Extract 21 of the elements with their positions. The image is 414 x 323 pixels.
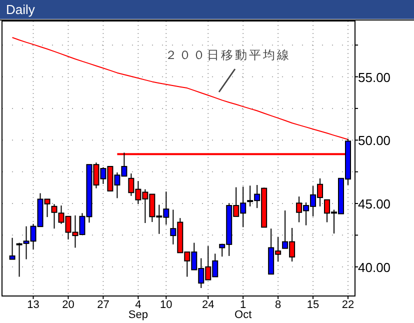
x-tick-label: 27 [97, 299, 110, 311]
y-tick-label: 40.00 [358, 260, 391, 275]
line-series [12, 36, 349, 140]
y-tick-label: 50.00 [358, 133, 391, 148]
text: Sep [128, 309, 148, 321]
x-tick-label: 22 [342, 299, 354, 311]
x-tick-label: 13 [27, 299, 40, 311]
annotation: ２００日移動平均線 [165, 48, 291, 62]
x-tick-label: 20 [62, 299, 74, 311]
x-tick-label: 1 [240, 299, 246, 311]
y-tick-label: 45.00 [358, 196, 391, 212]
x-tick-label: 8 [275, 299, 282, 311]
x-tick-label: 15 [306, 299, 320, 311]
text: Oct [234, 309, 252, 321]
chart-title: Daily [6, 2, 36, 17]
ma-label: ２００日移動平均線 [165, 48, 291, 92]
x-tick-label: 4 [135, 299, 142, 311]
x-tick-label: 10 [160, 299, 172, 311]
y-tick-label: 55.00 [358, 70, 391, 85]
x-tick-label: 24 [202, 299, 214, 311]
candlestick [9, 237, 16, 260]
